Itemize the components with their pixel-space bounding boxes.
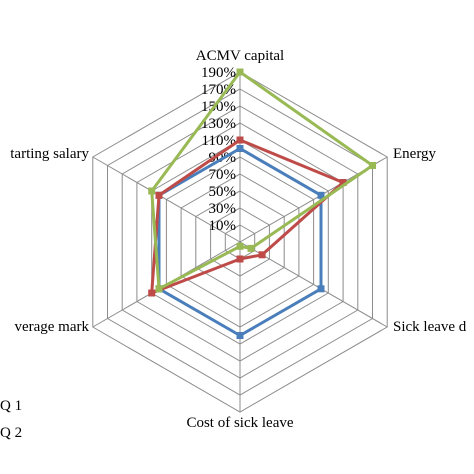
tick-label: 130% (201, 116, 236, 132)
data-point (369, 162, 376, 169)
axis-label: tarting salary (10, 146, 89, 162)
data-point (155, 191, 163, 199)
data-point (236, 68, 244, 76)
axis-label: Sick leave d (393, 319, 467, 335)
axis-label: Cost of sick leave (186, 415, 293, 431)
data-point (236, 242, 244, 250)
data-point (236, 332, 244, 339)
data-point (317, 191, 325, 199)
data-point (258, 251, 266, 259)
radar-grid (92, 71, 388, 413)
legend-label: Q 2 (0, 425, 22, 441)
data-point (148, 289, 156, 297)
tick-label: 170% (201, 82, 236, 98)
data-point (339, 179, 347, 186)
series-line (150, 138, 345, 295)
radar-axis-labels: ACMV capital Energy Sick leave d Cost of si… (10, 48, 467, 431)
data-point (236, 255, 244, 263)
tick-label: 110% (202, 133, 236, 149)
tick-label: 30% (209, 201, 237, 217)
radar-series (148, 68, 376, 339)
tick-label: 50% (209, 184, 237, 200)
legend-label: Q 1 (0, 398, 22, 414)
data-point (236, 145, 244, 152)
tick-label: 10% (209, 218, 237, 234)
axis-label: Energy (393, 146, 437, 162)
tick-label: 190% (201, 65, 236, 81)
radar-tick-labels: 10%30%50%70%90%110%130%150%170%190% (201, 65, 236, 234)
data-point (155, 285, 163, 293)
legend: Q 1 Q 2 (0, 398, 22, 441)
data-point (317, 285, 325, 293)
data-point (148, 187, 156, 195)
axis-label: verage mark (14, 319, 89, 335)
axis-label: ACMV capital (196, 48, 284, 64)
grid-spoke (92, 156, 241, 243)
data-point (247, 244, 255, 252)
data-point (236, 136, 244, 144)
tick-label: 70% (209, 167, 237, 183)
